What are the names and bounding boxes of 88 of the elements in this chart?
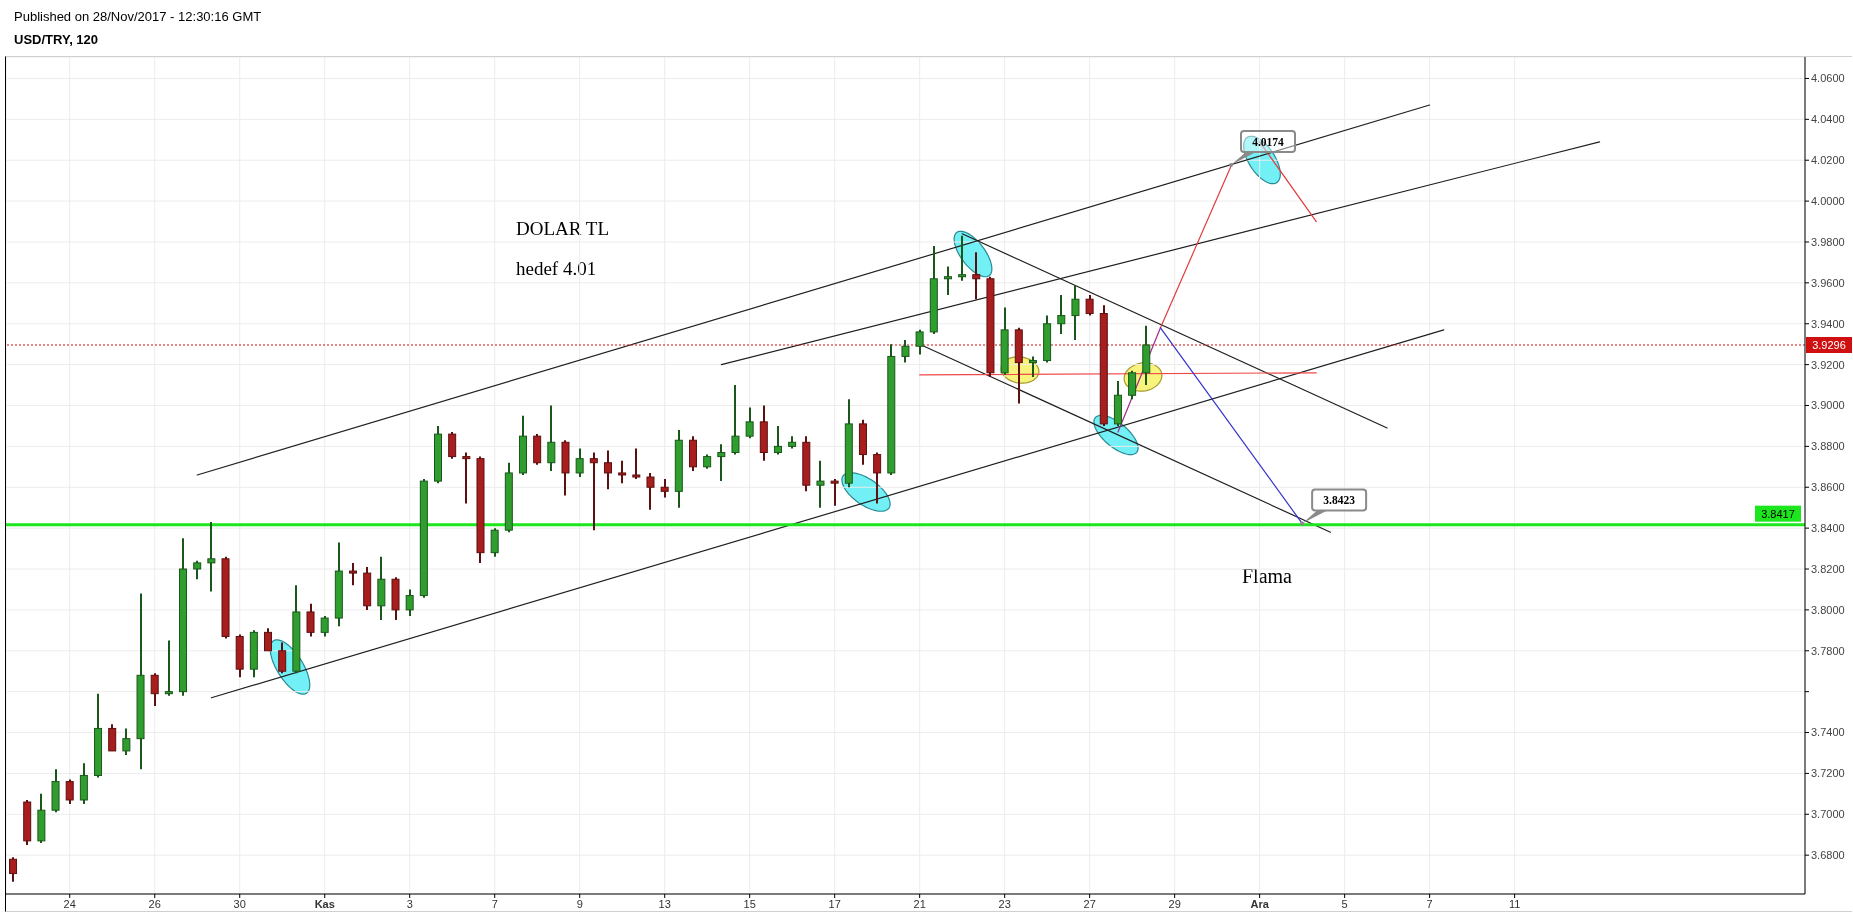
annotation: Flama: [1242, 565, 1292, 587]
y-tick-label: 3.7400: [1811, 726, 1845, 739]
candlestick: [9, 856, 18, 883]
x-tick-label: 3: [406, 897, 413, 910]
y-tick-label: 4.0400: [1811, 113, 1845, 126]
candlestick: [632, 447, 641, 481]
candlestick: [547, 404, 556, 472]
y-tick-label: 3.8200: [1811, 562, 1845, 575]
candlestick: [943, 265, 952, 297]
y-tick-label: 3.8000: [1811, 603, 1845, 616]
candlestick: [193, 559, 202, 581]
candlestick: [490, 527, 499, 558]
candlestick: [618, 459, 627, 485]
candlestick: [1085, 294, 1094, 317]
candlestick: [575, 447, 584, 479]
candlestick: [901, 339, 910, 364]
candlestick: [278, 641, 287, 675]
y-tick-label: 3.7800: [1811, 644, 1845, 657]
x-tick-label: 11: [1508, 897, 1521, 910]
x-tick-label: 5: [1341, 897, 1348, 910]
candlestick: [1028, 355, 1037, 378]
annotation: hedef 4.01: [516, 258, 597, 279]
candlestick: [164, 639, 173, 697]
candlestick: [745, 406, 754, 440]
candlestick: [405, 588, 414, 618]
text: Published on 28/Nov/2017 - 12:30:16 GMT: [14, 9, 262, 24]
x-tick-label: Ara: [1250, 897, 1270, 910]
candlestick: [349, 561, 358, 587]
y-tick-label: 3.9800: [1811, 235, 1845, 248]
candlestick: [1071, 283, 1080, 342]
x-tick-label: 29: [1168, 897, 1181, 910]
annotation: 3.8423: [1323, 493, 1356, 506]
x-tick-label: 15: [743, 897, 756, 910]
candlestick: [603, 449, 612, 491]
chart-title: USD/TRY, 120: [14, 32, 99, 47]
y-tick-label: 3.8800: [1811, 440, 1845, 453]
candlestick: [462, 451, 471, 505]
candlestick: [972, 251, 981, 301]
candlestick: [306, 602, 315, 638]
candlestick: [717, 443, 726, 483]
x-tick-label: 9: [576, 897, 583, 910]
x-tick-label: 30: [233, 897, 246, 910]
ref-line-label: 3.9296: [1812, 338, 1846, 351]
candlestick: [448, 431, 457, 460]
x-tick-label: 23: [998, 897, 1011, 910]
y-tick-label: 3.8600: [1811, 481, 1845, 494]
y-tick-label: 3.9600: [1811, 276, 1845, 289]
y-tick-label: 3.7000: [1811, 808, 1845, 821]
candlestick: [65, 778, 74, 806]
candlestick: [264, 627, 273, 652]
x-tick-label: 17: [828, 897, 841, 910]
candlestick: [207, 521, 216, 593]
candlestick: [122, 727, 131, 757]
y-tick-label: 4.0600: [1811, 72, 1845, 85]
candlestick: [773, 424, 782, 456]
y-tick-label: 3.9200: [1811, 358, 1845, 371]
candlestick: [731, 384, 740, 456]
x-tick-label: 7: [491, 897, 498, 910]
y-tick-label: 3.9400: [1811, 317, 1845, 330]
candlestick: [915, 328, 924, 356]
x-tick-label: 21: [913, 897, 926, 910]
candlestick: [816, 459, 825, 509]
annotation: DOLAR TL: [516, 218, 610, 239]
y-tick-label: 3.7200: [1811, 767, 1845, 780]
x-tick-label: 7: [1426, 897, 1433, 910]
candlestick: [660, 478, 669, 499]
x-tick-label: 26: [148, 897, 161, 910]
candlestick: [1057, 294, 1066, 335]
candlestick: [873, 451, 882, 505]
candlestick: [1128, 369, 1137, 401]
y-tick-label: 3.8400: [1811, 522, 1845, 535]
y-tick-label: 4.0000: [1811, 195, 1845, 207]
ref-line-label: 3.8417: [1761, 507, 1795, 520]
candlestick: [589, 451, 598, 532]
candlestick: [646, 471, 655, 511]
x-tick-label: 13: [658, 897, 671, 910]
candlestick: [830, 478, 839, 507]
candlestick: [320, 615, 329, 638]
x-tick-label: Kas: [314, 897, 335, 910]
annotation: 4.0174: [1252, 135, 1285, 148]
y-tick-label: 3.6800: [1811, 849, 1845, 862]
y-tick-label: 4.0200: [1811, 154, 1845, 167]
x-tick-label: 27: [1083, 897, 1096, 910]
candlestick: [108, 723, 117, 752]
candlestick: [958, 234, 967, 282]
y-tick-label: 3.9000: [1811, 399, 1845, 412]
candlestick: [150, 672, 159, 707]
x-tick-label: 24: [63, 897, 76, 910]
